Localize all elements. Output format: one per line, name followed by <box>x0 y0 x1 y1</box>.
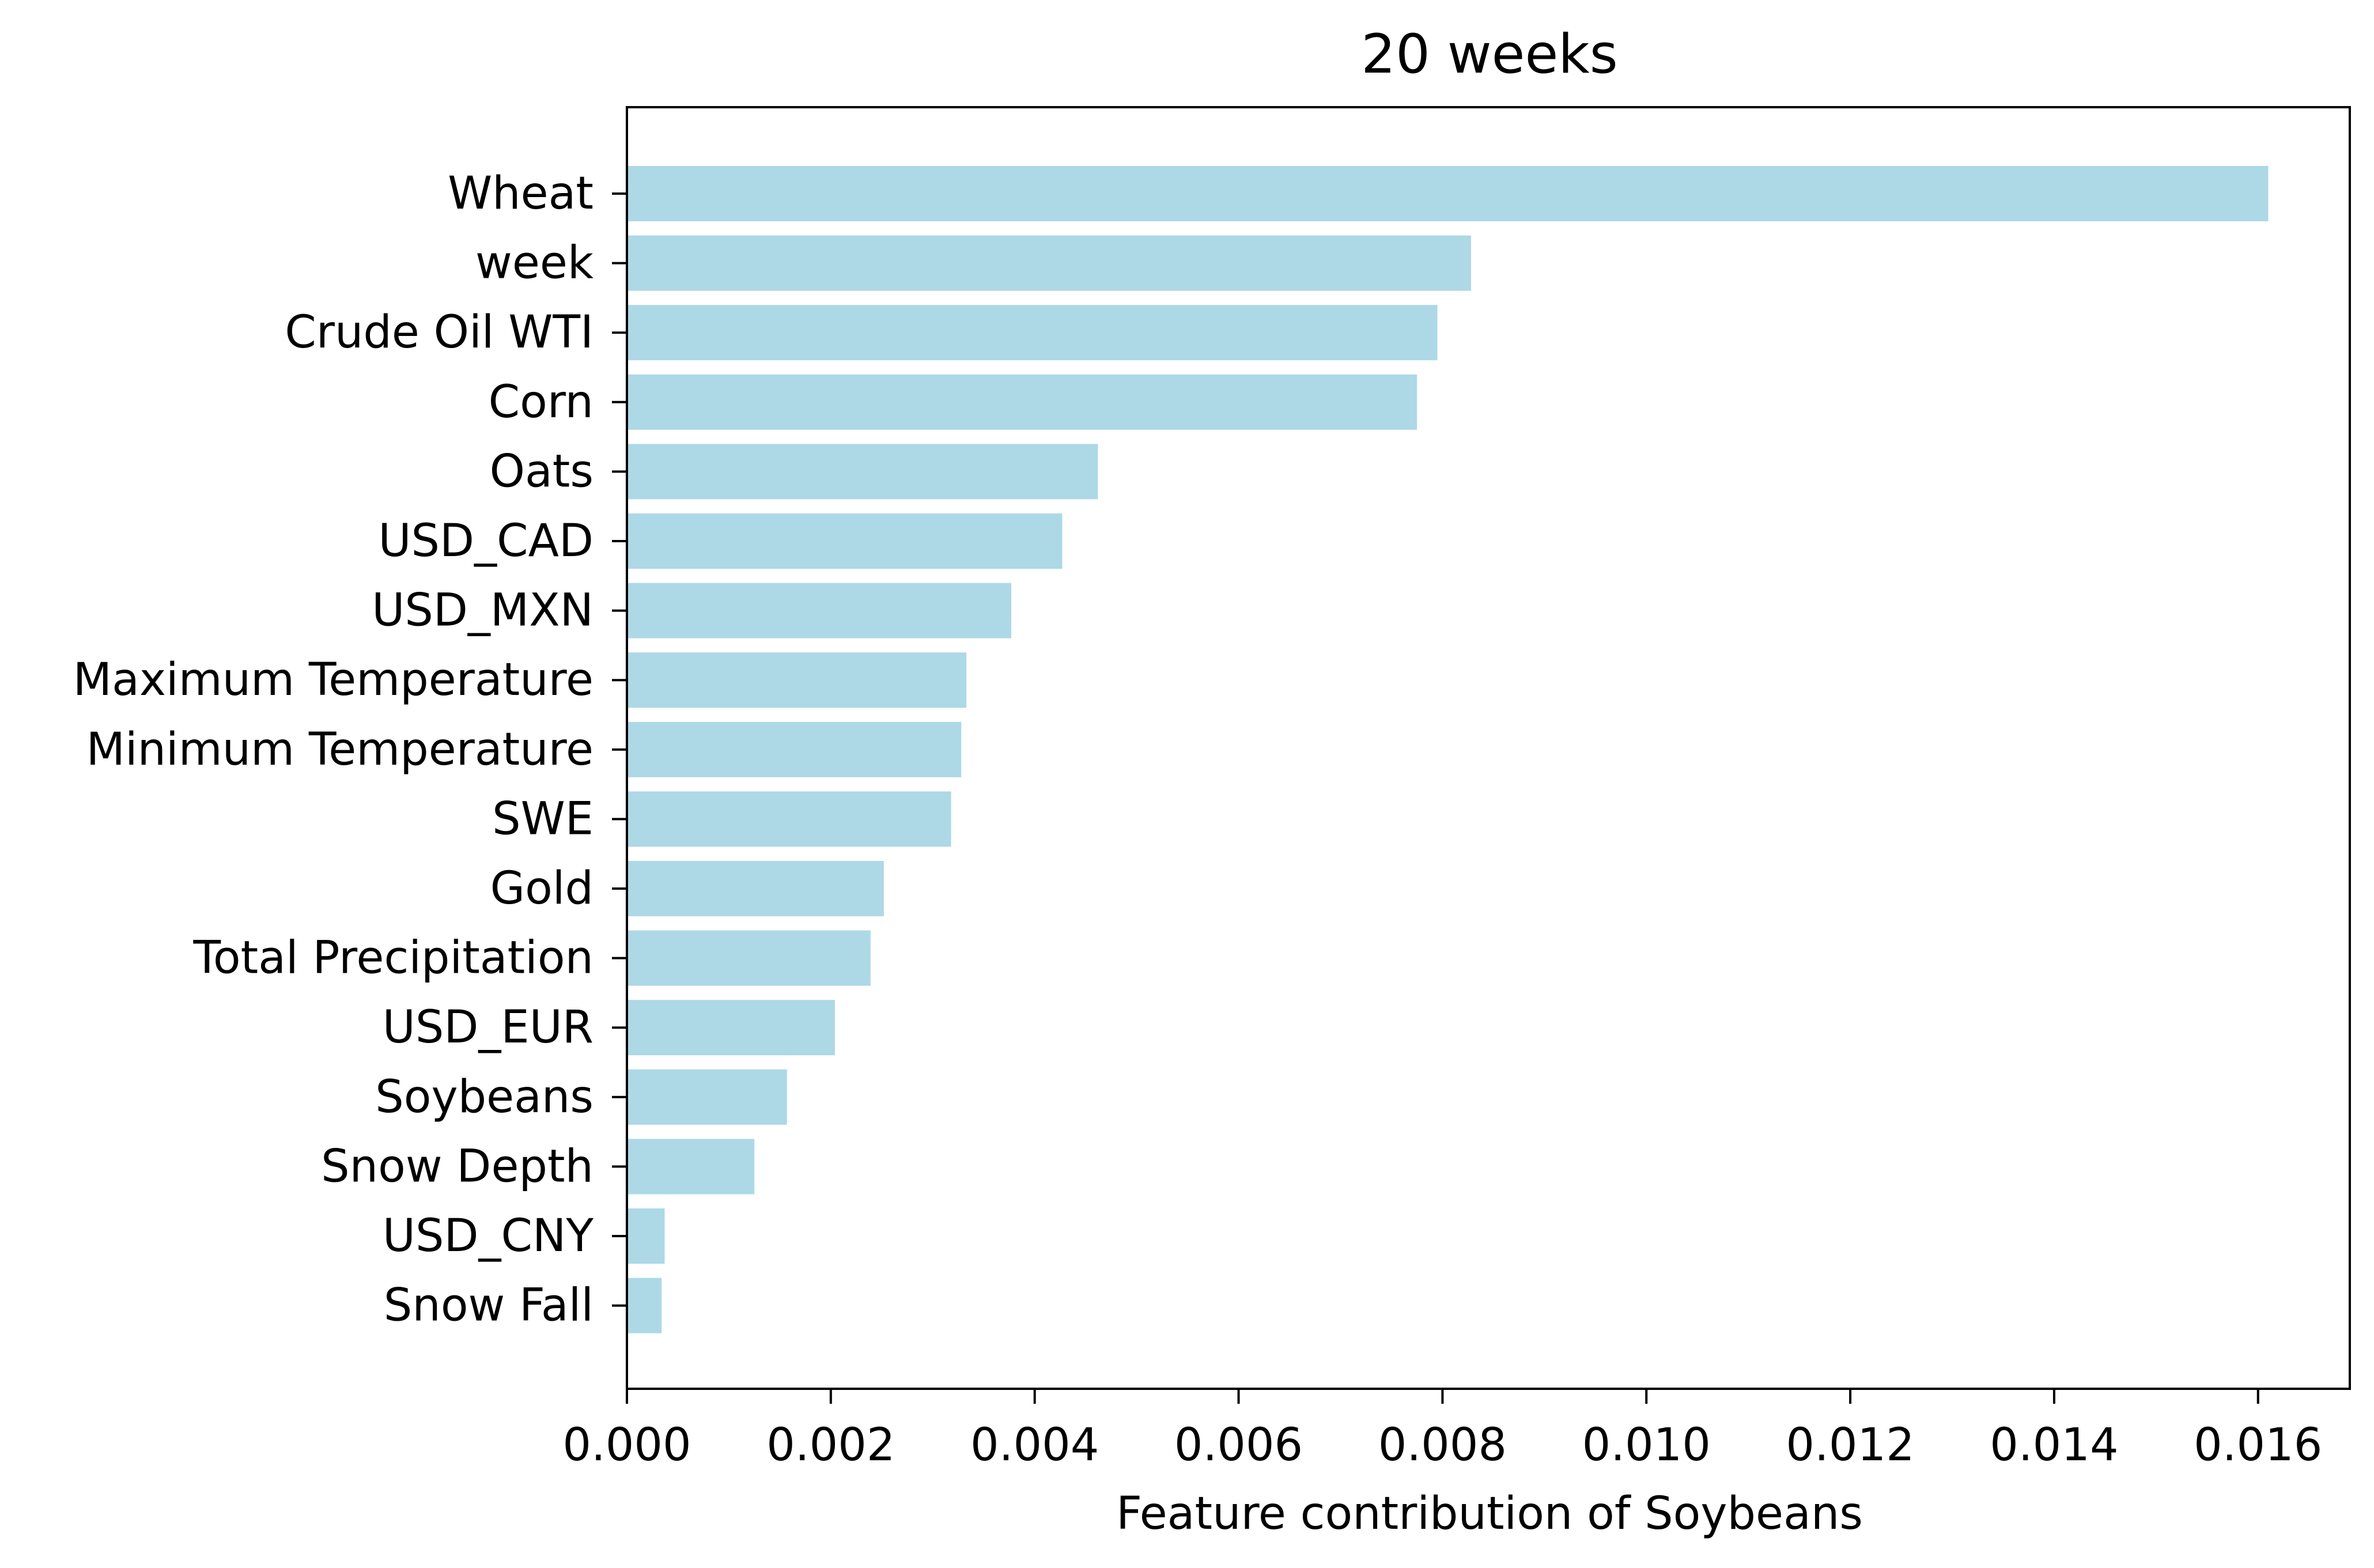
bar-usd-cny <box>627 1208 665 1264</box>
y-tick-label: Crude Oil WTI <box>285 307 594 358</box>
y-tick-label: Gold <box>490 863 594 915</box>
y-tick-label: Maximum Temperature <box>73 654 594 706</box>
y-tick-label: Corn <box>489 376 594 428</box>
x-tick-label: 0.006 <box>1174 1419 1303 1471</box>
y-axis-ticks: Wheat week Crude Oil WTI Corn Oats USD_CAD USD… <box>73 168 627 1332</box>
x-tick-label: 0.004 <box>970 1419 1099 1471</box>
x-tick-label: 0.010 <box>1582 1419 1711 1471</box>
bar-usd-mxn <box>627 583 1011 638</box>
x-axis-label: Feature contribution of Soybeans <box>1116 1488 1863 1540</box>
bar-maximum-temperature <box>627 652 967 708</box>
bar-total-precipitation <box>627 930 871 986</box>
bar-snow-fall <box>627 1278 662 1333</box>
bar-snow-depth <box>627 1139 755 1195</box>
x-tick-label: 0.000 <box>562 1419 691 1471</box>
bars-layer <box>627 166 2269 1333</box>
x-tick-label: 0.012 <box>1786 1419 1914 1471</box>
y-tick-label: Snow Fall <box>384 1280 594 1332</box>
y-tick-label: Wheat <box>448 168 594 220</box>
y-tick-label: USD_EUR <box>383 1002 594 1053</box>
bar-usd-eur <box>627 1000 835 1056</box>
bar-swe <box>627 791 951 847</box>
chart-title: 20 weeks <box>1361 23 1617 86</box>
bar-week <box>627 235 1471 291</box>
bar-wheat <box>627 166 2269 221</box>
y-tick-label: week <box>475 237 594 289</box>
y-tick-label: USD_MXN <box>372 585 594 637</box>
bar-oats <box>627 444 1098 500</box>
x-axis-ticks: 0.000 0.002 0.004 0.006 0.008 0.010 0.012 0.014… <box>562 1389 2322 1471</box>
bar-minimum-temperature <box>627 721 962 777</box>
y-tick-label: Oats <box>490 445 594 497</box>
x-tick-label: 0.014 <box>1990 1419 2118 1471</box>
bar-soybeans <box>627 1069 787 1125</box>
y-tick-label: Snow Depth <box>321 1140 594 1192</box>
bar-crude-oil-wti <box>627 305 1438 361</box>
plot-frame <box>626 106 2351 1390</box>
y-tick-label: SWE <box>492 793 594 845</box>
y-tick-label: USD_CNY <box>383 1210 594 1262</box>
y-tick-label: Minimum Temperature <box>86 724 594 776</box>
y-tick-label: Total Precipitation <box>193 932 594 984</box>
x-tick-label: 0.002 <box>766 1419 895 1471</box>
bar-corn <box>627 374 1417 430</box>
y-tick-label: USD_CAD <box>378 515 594 567</box>
y-tick-label: Soybeans <box>375 1071 594 1123</box>
bar-gold <box>627 861 884 916</box>
bar-usd-cad <box>627 513 1063 569</box>
x-tick-label: 0.008 <box>1378 1419 1507 1471</box>
x-tick-label: 0.016 <box>2194 1419 2322 1471</box>
